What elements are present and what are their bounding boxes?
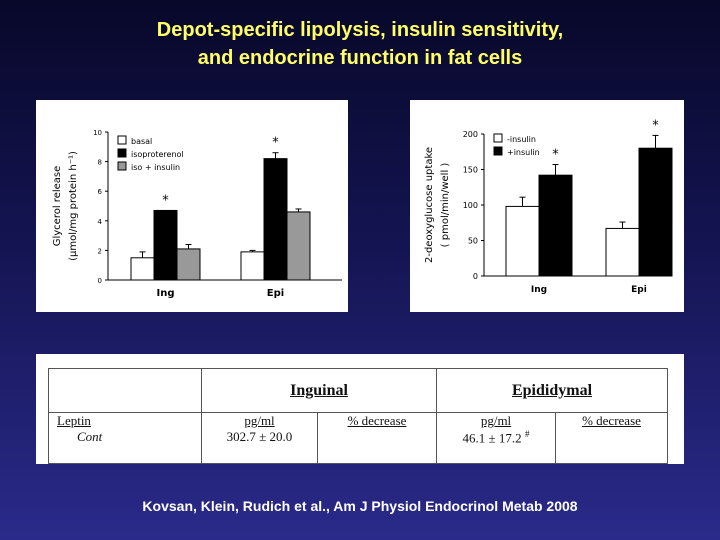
y-tick-label-4: 8 bbox=[98, 159, 102, 167]
bar-epi-basal bbox=[240, 251, 265, 281]
y-tick-label-0: 0 bbox=[98, 277, 102, 285]
category-label-epi: Epi bbox=[267, 288, 284, 299]
category-label-ing: Ing bbox=[157, 288, 175, 299]
y-tick-label-3: 150 bbox=[463, 166, 478, 175]
y-axis-label-line2: ( pmol/min/well ) bbox=[440, 163, 451, 248]
bar-epi-iso-insulin bbox=[286, 211, 311, 281]
row-label-cont: Cont bbox=[77, 429, 103, 444]
header-inguinal: Inguinal bbox=[201, 368, 437, 413]
bar-epi--insulin bbox=[638, 147, 673, 277]
legend-swatch-1 bbox=[493, 146, 503, 156]
y-tick-label-1: 50 bbox=[468, 237, 478, 246]
legend-label-0: basal bbox=[131, 137, 152, 146]
epi-value-line: 46.1 ± 17.2 # bbox=[437, 429, 555, 446]
epi-pct-cell: % decrease bbox=[555, 412, 668, 464]
significance-mark-1: * bbox=[652, 118, 659, 133]
epi-unit: pg/ml bbox=[480, 413, 512, 428]
legend-swatch-0 bbox=[493, 133, 503, 143]
y-tick-label-5: 10 bbox=[93, 129, 102, 137]
title-line-2: and endocrine function in fat cells bbox=[197, 47, 523, 69]
table-corner-cell bbox=[48, 368, 202, 413]
y-tick-label-0: 0 bbox=[473, 272, 478, 281]
bar-epi-isoproterenol bbox=[263, 158, 288, 281]
legend-label-0: -insulin bbox=[507, 135, 536, 144]
row-label-leptin: Leptin bbox=[57, 413, 91, 428]
glycerol-chart: 0 2 4 6 8 10 Glycerol release (µmol/mg protein … bbox=[52, 129, 342, 299]
leptin-table-panel: Inguinal Epididymal Leptin Cont pg/ml 30… bbox=[36, 354, 684, 464]
bar-ing-basal bbox=[130, 257, 155, 281]
epi-mark: # bbox=[524, 429, 530, 439]
legend-swatch-0 bbox=[117, 135, 127, 145]
category-label-epi: Epi bbox=[631, 285, 647, 295]
slide-title: Depot-specific lipolysis, insulin sensit… bbox=[0, 16, 720, 72]
significance-mark-1: * bbox=[272, 136, 279, 151]
ing-pgml-cell: pg/ml 302.7 ± 20.0 bbox=[201, 412, 318, 464]
citation: Kovsan, Klein, Rudich et al., Am J Physi… bbox=[142, 498, 578, 514]
bar-ing-iso-insulin bbox=[176, 248, 201, 281]
bar-ing--insulin bbox=[538, 174, 573, 277]
y-tick-label-3: 6 bbox=[98, 188, 103, 196]
y-tick-label-2: 100 bbox=[463, 201, 478, 210]
glycerol-chart-panel: 0 2 4 6 8 10 Glycerol release (µmol/mg protein … bbox=[36, 100, 348, 312]
legend-swatch-1 bbox=[117, 148, 127, 158]
glucose-chart: 0 50 100 150 200 2-deoxyglucose uptake ( pmol/… bbox=[424, 118, 673, 295]
y-axis-label-line2: (µmol/mg protein h⁻¹) bbox=[68, 151, 79, 261]
bar-ing-isoproterenol bbox=[153, 209, 178, 281]
legend-label-1: +insulin bbox=[507, 148, 540, 157]
epi-value: 46.1 ± 17.2 bbox=[462, 430, 522, 446]
y-tick-label-2: 4 bbox=[98, 218, 103, 226]
legend-label-1: isoproterenol bbox=[131, 150, 184, 159]
epi-pct-label: % decrease bbox=[582, 413, 641, 428]
ing-value: 302.7 ± 20.0 bbox=[226, 429, 293, 444]
glucose-chart-panel: 0 50 100 150 200 2-deoxyglucose uptake ( pmol/… bbox=[410, 100, 684, 312]
significance-mark-0: * bbox=[162, 193, 169, 208]
leptin-table: Inguinal Epididymal Leptin Cont pg/ml 30… bbox=[48, 368, 668, 464]
y-tick-label-4: 200 bbox=[463, 130, 478, 139]
ing-pct-label: % decrease bbox=[347, 413, 407, 428]
ing-unit: pg/ml bbox=[244, 413, 275, 428]
legend-label-2: iso + insulin bbox=[131, 163, 180, 172]
row-label-cell: Leptin Cont bbox=[48, 412, 202, 464]
y-axis-label-line1: 2-deoxyglucose uptake bbox=[424, 147, 435, 263]
y-axis-label-line1: Glycerol release bbox=[52, 166, 63, 247]
title-line-1: Depot-specific lipolysis, insulin sensit… bbox=[156, 19, 564, 41]
y-tick-label-1: 2 bbox=[98, 247, 102, 255]
significance-mark-0: * bbox=[552, 148, 559, 163]
category-label-ing: Ing bbox=[531, 285, 547, 295]
ing-pct-cell: % decrease bbox=[317, 412, 437, 464]
header-epididymal: Epididymal bbox=[436, 368, 668, 413]
legend-swatch-2 bbox=[117, 161, 127, 171]
bar-epi--insulin bbox=[605, 227, 640, 277]
bar-ing--insulin bbox=[505, 205, 540, 277]
epi-pgml-cell: pg/ml 46.1 ± 17.2 # bbox=[436, 412, 556, 464]
